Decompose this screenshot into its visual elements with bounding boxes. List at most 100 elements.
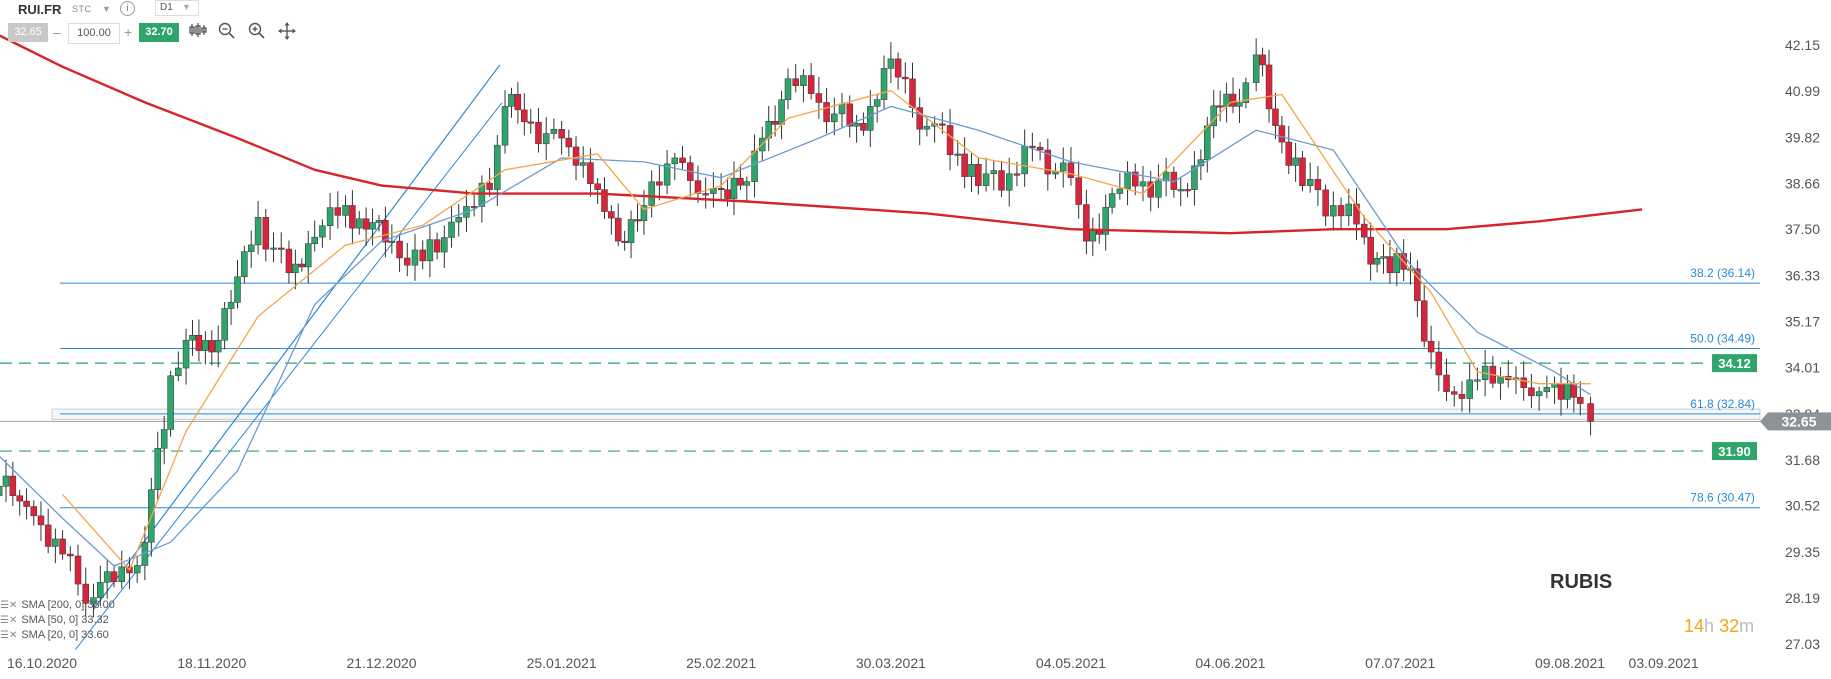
candle-body[interactable] (975, 164, 982, 186)
candle-body[interactable] (724, 189, 731, 199)
candle-body[interactable] (792, 78, 799, 86)
candle-body[interactable] (1124, 171, 1131, 190)
candle-body[interactable] (1435, 351, 1443, 376)
candle-body[interactable] (433, 239, 441, 253)
candle-body[interactable] (214, 340, 222, 353)
candle-body[interactable] (30, 506, 38, 517)
candle-body[interactable] (579, 162, 587, 166)
candle-body[interactable] (990, 170, 998, 175)
candle-body[interactable] (1259, 54, 1266, 66)
candle-body[interactable] (298, 263, 306, 268)
candle-body[interactable] (1216, 105, 1224, 108)
candle-body[interactable] (998, 170, 1005, 191)
candle-body[interactable] (67, 553, 74, 557)
candle-body[interactable] (730, 177, 738, 199)
candle-body[interactable] (1067, 162, 1075, 178)
minus-icon[interactable]: – (53, 24, 61, 40)
candle-body[interactable] (1242, 82, 1250, 103)
candle-body[interactable] (501, 106, 509, 146)
plus-icon[interactable]: + (124, 24, 133, 40)
candle-body[interactable] (648, 181, 655, 206)
candle-body[interactable] (1414, 268, 1421, 301)
candle-body[interactable] (784, 78, 792, 100)
candle-body[interactable] (37, 515, 45, 526)
candle-body[interactable] (1306, 179, 1314, 186)
candle-body[interactable] (23, 500, 30, 507)
buy-price-button[interactable]: 32.70 (139, 23, 179, 42)
info-icon[interactable]: i (120, 1, 135, 16)
candle-body[interactable] (1278, 125, 1286, 143)
candle-body[interactable] (542, 133, 550, 145)
candle-body[interactable] (867, 106, 874, 131)
candle-body[interactable] (234, 276, 241, 303)
candle-body[interactable] (614, 217, 622, 242)
candle-body[interactable] (241, 251, 248, 278)
candle-body[interactable] (1059, 162, 1067, 172)
candle-body[interactable] (189, 335, 196, 341)
timeframe-select[interactable]: D1 (155, 0, 199, 16)
candle-body[interactable] (717, 188, 725, 191)
candle-body[interactable] (1345, 203, 1353, 217)
candle-body[interactable] (1285, 141, 1293, 166)
candle-body[interactable] (133, 565, 141, 574)
candle-body[interactable] (1044, 149, 1052, 175)
candle-body[interactable] (202, 340, 209, 351)
candle-body[interactable] (565, 137, 573, 148)
candle-body[interactable] (419, 249, 426, 262)
candle-body[interactable] (1330, 205, 1337, 217)
candle-body[interactable] (494, 144, 501, 190)
candle-body[interactable] (292, 263, 299, 274)
candle-body[interactable] (838, 103, 846, 115)
chevron-down-icon[interactable]: ▼ (102, 4, 111, 14)
candle-body[interactable] (1564, 383, 1571, 400)
candle-body[interactable] (455, 217, 462, 223)
candle-body[interactable] (909, 78, 916, 108)
candle-body[interactable] (1036, 146, 1044, 151)
candle-body[interactable] (74, 555, 82, 585)
candle-body[interactable] (285, 248, 293, 274)
candle-body[interactable] (1543, 387, 1551, 392)
candle-body[interactable] (1458, 394, 1466, 399)
candle-body[interactable] (59, 538, 66, 555)
candle-body[interactable] (815, 93, 823, 103)
candle-body[interactable] (362, 218, 370, 230)
candle-body[interactable] (880, 68, 888, 100)
candle-body[interactable] (382, 219, 389, 243)
candle-body[interactable] (894, 58, 902, 78)
candle-body[interactable] (9, 475, 17, 496)
candle-body[interactable] (90, 597, 97, 604)
candle-body[interactable] (743, 181, 751, 186)
candle-body[interactable] (1162, 171, 1170, 182)
candle-body[interactable] (254, 217, 262, 246)
candle-body[interactable] (277, 247, 285, 250)
candle-body[interactable] (968, 164, 975, 177)
settings-icon[interactable]: ☰✕ (0, 600, 18, 611)
candle-body[interactable] (342, 205, 349, 216)
candle-body[interactable] (160, 429, 168, 449)
candle-body[interactable] (1427, 340, 1435, 353)
candle-body[interactable] (823, 102, 830, 123)
candle-body[interactable] (601, 189, 608, 212)
candle-body[interactable] (311, 236, 318, 244)
candle-body[interactable] (1236, 102, 1243, 107)
candle-body[interactable] (404, 257, 411, 266)
candle-body[interactable] (587, 162, 594, 185)
candle-body[interactable] (1322, 189, 1329, 217)
candle-body[interactable] (771, 121, 779, 125)
candle-body[interactable] (448, 221, 455, 238)
candle-body[interactable] (939, 123, 946, 126)
candle-body[interactable] (514, 93, 522, 111)
candle-body[interactable] (558, 128, 565, 139)
candle-body[interactable] (1191, 165, 1198, 190)
candle-body[interactable] (671, 157, 679, 165)
candle-body[interactable] (594, 183, 601, 190)
candle-body[interactable] (44, 524, 52, 547)
candle-body[interactable] (627, 219, 635, 243)
candle-body[interactable] (694, 180, 702, 194)
candle-body[interactable] (167, 375, 174, 430)
candle-body[interactable] (1013, 173, 1021, 176)
candle-body[interactable] (1132, 171, 1139, 187)
candle-body[interactable] (1443, 374, 1450, 392)
candle-body[interactable] (656, 181, 663, 186)
crosshair-move-icon[interactable] (278, 22, 296, 45)
